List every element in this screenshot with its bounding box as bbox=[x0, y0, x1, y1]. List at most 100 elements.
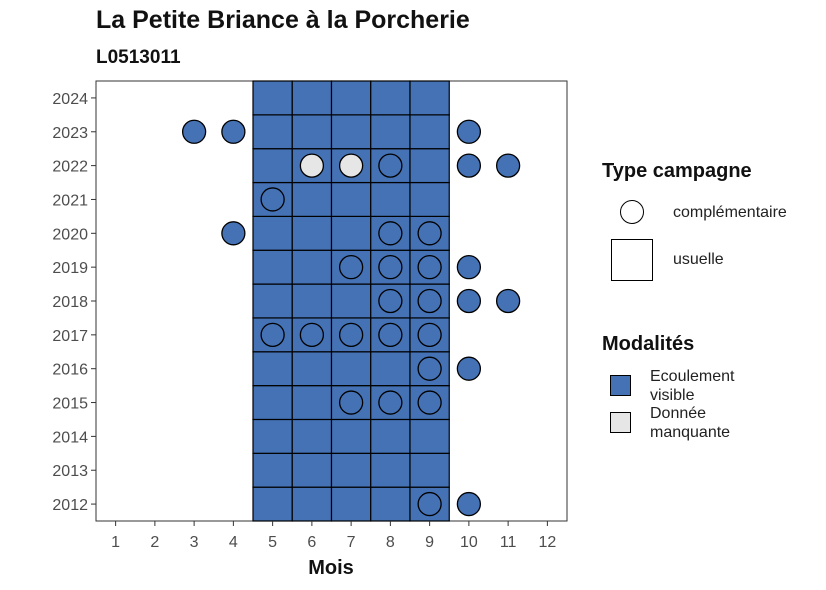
tile-usuelle bbox=[409, 452, 450, 488]
tile-usuelle bbox=[330, 486, 372, 522]
tile-usuelle bbox=[330, 114, 372, 150]
x-tick-label: 2 bbox=[150, 534, 159, 551]
x-tick-label: 11 bbox=[500, 534, 517, 551]
y-tick-label: 2018 bbox=[52, 294, 88, 311]
tile-usuelle bbox=[252, 215, 293, 251]
y-tick-label: 2020 bbox=[52, 226, 88, 243]
legend-ecoulement-label: Ecoulement visible bbox=[650, 367, 735, 405]
tile-usuelle bbox=[291, 486, 333, 522]
point-complementaire bbox=[417, 356, 442, 381]
y-tick-label: 2015 bbox=[52, 396, 88, 413]
point-complementaire bbox=[456, 288, 482, 314]
y-tick-label: 2024 bbox=[52, 91, 88, 108]
point-complementaire bbox=[378, 153, 403, 178]
y-tick-label: 2022 bbox=[52, 159, 88, 176]
point-complementaire bbox=[338, 322, 364, 347]
x-tick-label: 5 bbox=[268, 534, 277, 551]
tile-usuelle bbox=[330, 181, 372, 217]
tile-usuelle bbox=[409, 114, 450, 150]
point-complementaire bbox=[338, 255, 364, 280]
x-axis: 1 2 3 4 5 6 7 8 9 10 11 12 bbox=[111, 521, 556, 551]
legend-circle-symbol bbox=[620, 200, 644, 224]
point-complementaire bbox=[378, 288, 403, 314]
point-complementaire bbox=[456, 119, 482, 144]
y-tick-label: 2021 bbox=[52, 192, 88, 209]
tile-usuelle bbox=[291, 249, 333, 285]
y-tick-label: 2012 bbox=[52, 497, 88, 514]
tile-usuelle bbox=[291, 351, 333, 387]
tile-usuelle bbox=[330, 80, 372, 116]
tile-usuelle bbox=[409, 80, 450, 116]
tile-usuelle bbox=[252, 385, 293, 421]
y-tick-label: 2019 bbox=[52, 260, 88, 277]
x-tick-label: 7 bbox=[347, 534, 356, 551]
point-complementaire bbox=[417, 491, 442, 517]
point-complementaire bbox=[299, 322, 325, 347]
tile-usuelle bbox=[291, 283, 333, 319]
point-complementaire bbox=[456, 153, 482, 178]
tile-usuelle bbox=[370, 418, 411, 454]
point-complementaire bbox=[417, 255, 442, 280]
y-tick-label: 2016 bbox=[52, 362, 88, 379]
point-complementaire bbox=[378, 322, 403, 347]
tile-usuelle bbox=[291, 80, 333, 116]
point-complementaire bbox=[299, 153, 325, 178]
x-tick-label: 1 bbox=[111, 534, 120, 551]
tile-usuelle bbox=[291, 385, 333, 421]
tile-usuelle bbox=[330, 452, 372, 488]
point-complementaire bbox=[495, 153, 521, 178]
x-tick-label: 9 bbox=[425, 534, 434, 551]
chart-title: La Petite Briance à la Porcherie bbox=[96, 6, 470, 34]
point-complementaire bbox=[378, 221, 403, 246]
tile-usuelle bbox=[370, 114, 411, 150]
tile-usuelle bbox=[370, 486, 411, 522]
point-complementaire bbox=[495, 288, 521, 314]
tile-usuelle bbox=[252, 486, 293, 522]
legend-donnee-manquante-label: Donnée manquante bbox=[650, 404, 730, 442]
tile-usuelle bbox=[291, 215, 333, 251]
tile-usuelle bbox=[370, 351, 411, 387]
tile-usuelle bbox=[252, 452, 293, 488]
tile-usuelle bbox=[330, 283, 372, 319]
tile-usuelle bbox=[252, 114, 293, 150]
tile-usuelle bbox=[252, 80, 293, 116]
x-tick-label: 3 bbox=[190, 534, 199, 551]
tile-usuelle bbox=[409, 181, 450, 217]
point-complementaire bbox=[456, 491, 482, 517]
complementaire-points bbox=[181, 119, 521, 517]
y-tick-label: 2014 bbox=[52, 429, 88, 446]
legend-type-campagne-title: Type campagne bbox=[602, 160, 752, 182]
tile-usuelle bbox=[330, 351, 372, 387]
x-axis-label: Mois bbox=[308, 557, 354, 579]
point-complementaire bbox=[456, 356, 482, 381]
point-complementaire bbox=[221, 119, 246, 144]
point-complementaire bbox=[338, 153, 364, 178]
point-complementaire bbox=[417, 322, 442, 347]
tile-usuelle bbox=[291, 114, 333, 150]
point-complementaire bbox=[417, 221, 442, 246]
tile-usuelle bbox=[370, 452, 411, 488]
legend-ecoulement-line1: Ecoulement bbox=[650, 368, 735, 385]
point-complementaire bbox=[378, 390, 403, 415]
legend-ecoulement-swatch bbox=[610, 375, 631, 396]
point-complementaire bbox=[456, 255, 482, 280]
y-tick-label: 2017 bbox=[52, 328, 88, 345]
point-complementaire bbox=[417, 390, 442, 415]
tile-usuelle bbox=[409, 418, 450, 454]
tile-usuelle bbox=[252, 418, 293, 454]
legend-square-symbol bbox=[611, 239, 653, 281]
point-complementaire bbox=[338, 390, 364, 415]
chart-subtitle: L0513011 bbox=[96, 47, 181, 68]
point-complementaire bbox=[378, 255, 403, 280]
legend-donnee-line1: Donnée bbox=[650, 405, 707, 422]
y-tick-label: 2023 bbox=[52, 125, 88, 142]
tile-usuelle bbox=[252, 351, 293, 387]
legend-usuelle-label: usuelle bbox=[673, 251, 724, 268]
legend-modalites-title: Modalités bbox=[602, 333, 695, 355]
x-tick-label: 12 bbox=[538, 534, 556, 551]
y-axis: 2012 2013 2014 2015 2016 2017 2018 2019 2020 2021… bbox=[52, 91, 96, 514]
legend-donnee-line2: manquante bbox=[650, 424, 731, 441]
tile-usuelle bbox=[409, 148, 450, 184]
point-complementaire bbox=[181, 119, 207, 144]
